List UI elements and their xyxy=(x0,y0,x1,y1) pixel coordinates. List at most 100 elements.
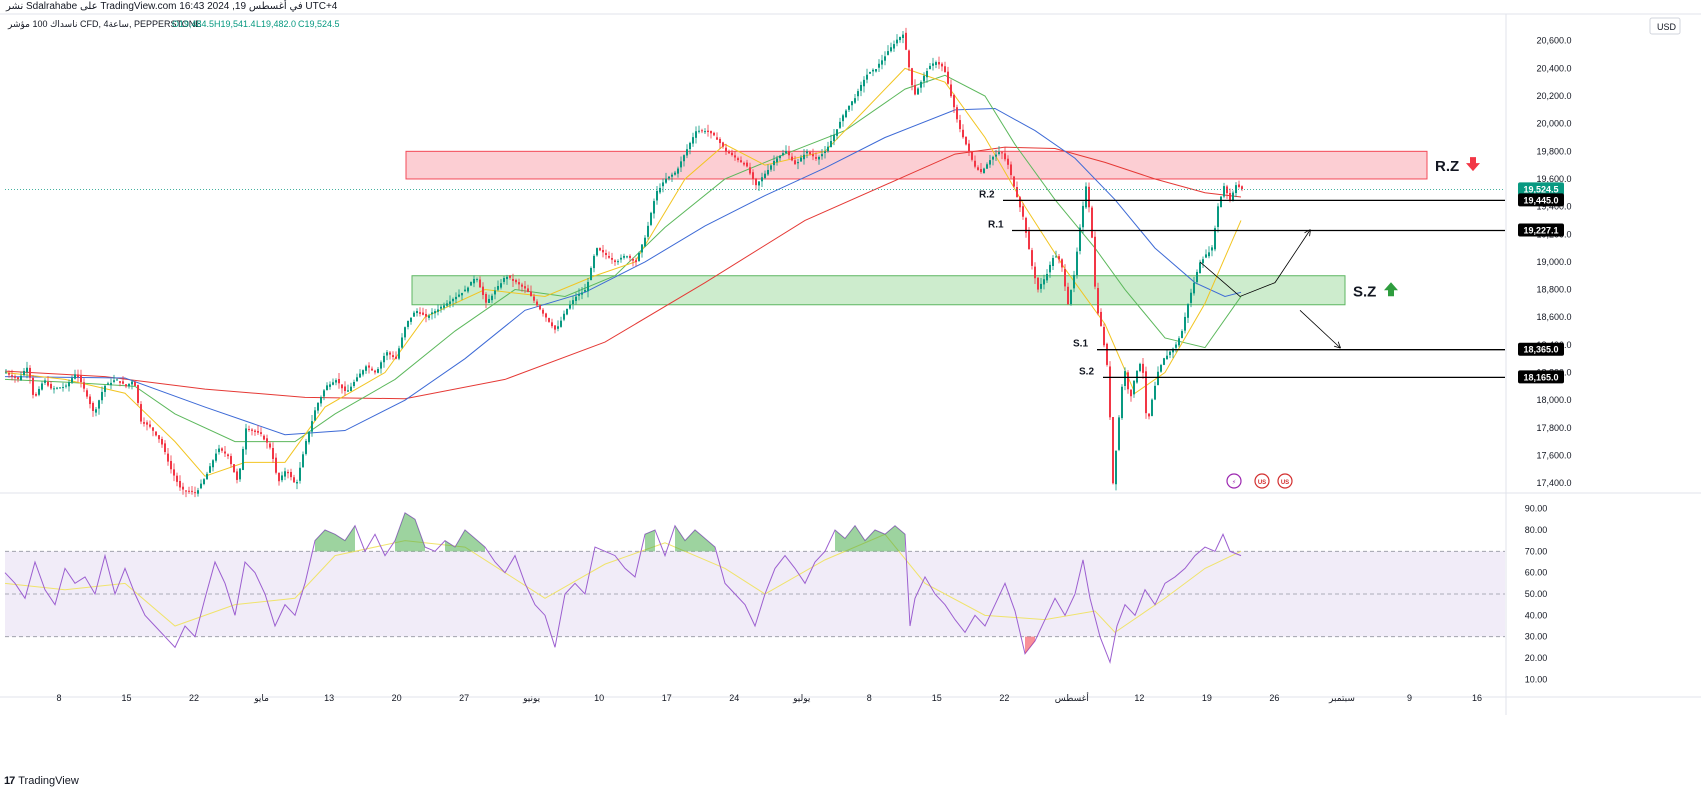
publisher-text: نشر Sdalrahabe على TradingView.com في أغ… xyxy=(6,1,338,12)
candle-body xyxy=(233,464,235,473)
candle-body xyxy=(266,438,268,443)
us-flag-event-icon[interactable] xyxy=(1254,473,1270,489)
level-price-tag xyxy=(1518,342,1564,356)
candle-body xyxy=(113,380,115,382)
candle-body xyxy=(905,32,907,50)
candle-body xyxy=(710,130,712,134)
rsi-tick-label: 90.00 xyxy=(1525,504,1548,514)
candle-body xyxy=(746,162,748,167)
candle-body xyxy=(1061,259,1063,268)
candle-body xyxy=(983,168,985,174)
time-tick-label: يونيو xyxy=(522,693,541,703)
candle-body xyxy=(71,378,73,383)
candle-body xyxy=(1040,283,1042,289)
candle-body xyxy=(227,454,229,457)
level-price-tag xyxy=(1518,370,1564,384)
candle-body xyxy=(26,367,28,373)
candle-body xyxy=(725,147,727,152)
rsi-overbought-fill xyxy=(315,525,355,552)
candle-body xyxy=(623,255,625,258)
candle-body xyxy=(674,172,676,175)
candle-body xyxy=(971,151,973,160)
candle-body xyxy=(389,352,391,355)
candle-body xyxy=(866,74,868,80)
candle-body xyxy=(1196,271,1198,283)
us-flag-event-icon-2[interactable] xyxy=(1277,473,1293,489)
ohlc-value: L19,482.0 xyxy=(256,19,296,29)
rsi-overbought-fill xyxy=(675,525,715,552)
candle-body xyxy=(293,477,295,483)
time-tick-label: 15 xyxy=(122,693,132,703)
candle-body xyxy=(212,460,214,468)
candle-body xyxy=(671,174,673,177)
candle-body xyxy=(839,121,841,128)
level-label: R.2 xyxy=(979,189,995,200)
candle-body xyxy=(317,402,319,411)
candle-body xyxy=(626,256,628,258)
candle-body xyxy=(605,252,607,256)
candle-body xyxy=(122,381,124,384)
candle-body xyxy=(1127,372,1129,390)
candle-body xyxy=(1103,327,1105,346)
lightning-event-icon[interactable] xyxy=(1226,473,1242,489)
candle-body xyxy=(1112,417,1114,484)
candle-body xyxy=(881,60,883,65)
down-arrow-icon xyxy=(1466,157,1480,172)
candle-body xyxy=(329,384,331,387)
candle-body xyxy=(1181,331,1183,338)
candle-body xyxy=(23,371,25,376)
candle-body xyxy=(632,259,634,261)
candle-body xyxy=(977,167,979,170)
candle-body xyxy=(524,286,526,289)
price-tick-label: 19,800.0 xyxy=(1536,146,1571,156)
candle-body xyxy=(272,447,274,459)
candle-body xyxy=(1055,256,1057,258)
price-tick-label: 17,800.0 xyxy=(1536,423,1571,433)
candle-body xyxy=(938,62,940,65)
candle-body xyxy=(695,131,697,138)
candle-body xyxy=(860,84,862,91)
currency-badge[interactable] xyxy=(1649,17,1681,35)
candle-body xyxy=(986,164,988,169)
candle-body xyxy=(374,370,376,373)
candle-body xyxy=(206,473,208,480)
candle-body xyxy=(701,130,703,132)
candle-body xyxy=(1169,351,1171,356)
time-tick-label: 26 xyxy=(1269,693,1279,703)
candle-body xyxy=(995,154,997,157)
candle-body xyxy=(914,85,916,95)
candle-body xyxy=(68,382,70,387)
projection-arrow xyxy=(1299,310,1340,347)
candle-body xyxy=(188,490,190,492)
price-tick-label: 20,600.0 xyxy=(1536,36,1571,46)
candle-body xyxy=(779,155,781,159)
candle-body xyxy=(887,51,889,55)
level-price-label: 19,227.1 xyxy=(1523,226,1558,236)
candle-body xyxy=(1211,247,1213,251)
candle-body xyxy=(386,352,388,356)
candle-body xyxy=(854,98,856,103)
candle-body xyxy=(620,257,622,260)
candle-body xyxy=(1229,193,1231,200)
candle-body xyxy=(116,379,118,381)
candle-body xyxy=(1016,186,1018,197)
candle-body xyxy=(224,451,226,454)
candle-body xyxy=(263,435,265,440)
rsi-line xyxy=(4,512,1242,665)
candle-body xyxy=(1160,365,1162,372)
candle-body xyxy=(857,91,859,97)
candle-body xyxy=(1118,417,1120,450)
candle-body xyxy=(1007,158,1009,165)
rsi-overbought-fill xyxy=(445,530,485,552)
candle-body xyxy=(1124,371,1126,386)
candle-body xyxy=(50,383,52,389)
candle-body xyxy=(218,448,220,453)
projection-arrow xyxy=(1199,230,1310,297)
time-tick-label: يوليو xyxy=(792,693,811,703)
candle-body xyxy=(767,169,769,175)
candle-body xyxy=(869,71,871,74)
candle-body xyxy=(152,427,154,431)
candle-body xyxy=(1142,363,1144,373)
candle-body xyxy=(551,322,553,327)
